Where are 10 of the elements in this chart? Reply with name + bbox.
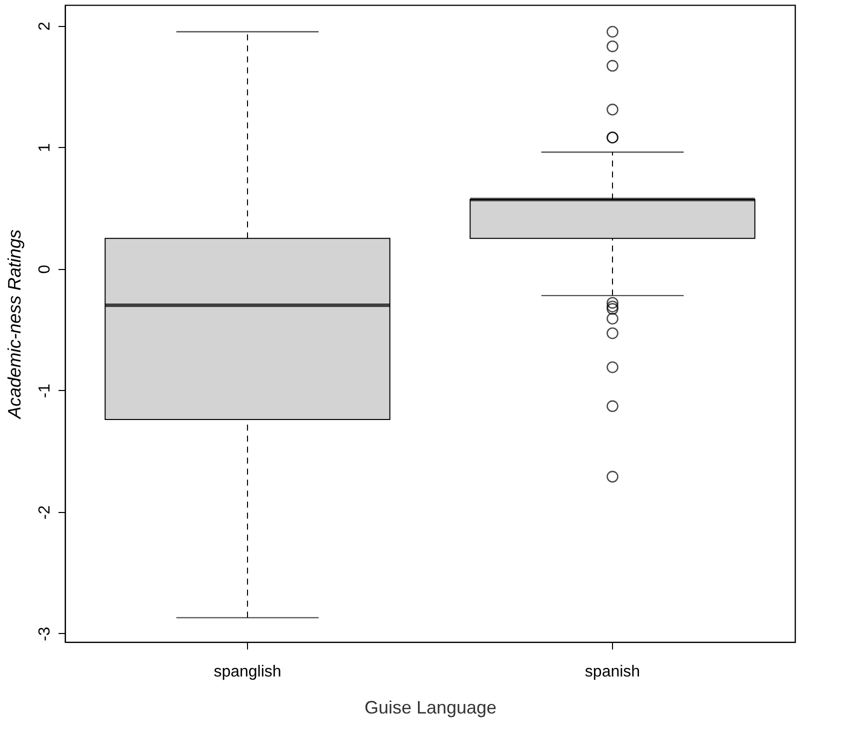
x-axis-title: Guise Language [364,698,497,718]
y-axis-title: Academic-ness Ratings [4,229,24,420]
y-tick-label: 2 [36,22,54,31]
x-tick-label: spanglish [214,664,282,680]
y-tick-label: 1 [36,143,54,152]
y-tick-label: -1 [36,384,54,398]
y-tick-label: -2 [36,505,54,520]
y-tick-label: 0 [36,264,54,274]
x-tick-label: spanish [584,664,640,680]
y-tick-label: -3 [36,626,54,642]
